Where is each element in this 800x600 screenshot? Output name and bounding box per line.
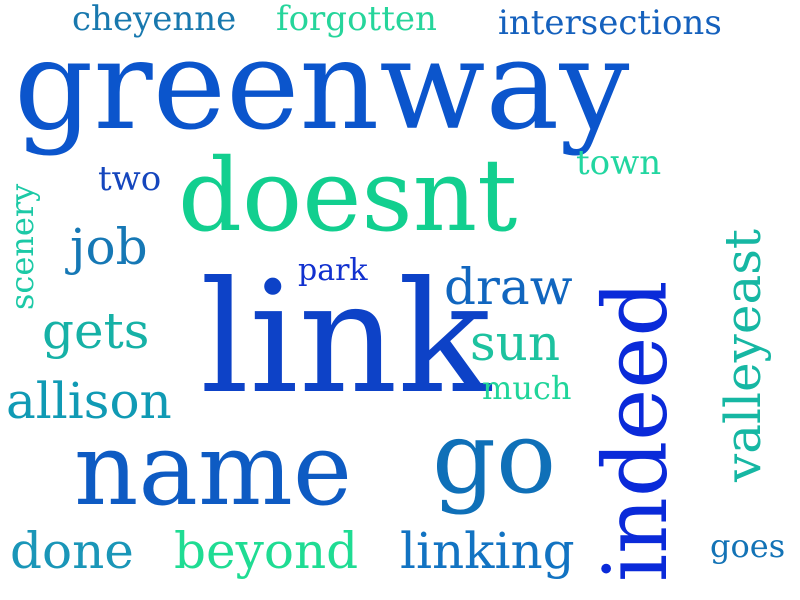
word-scenery: scenery (3, 183, 41, 310)
word-linking: linking (400, 522, 575, 580)
word-gets: gets (42, 302, 150, 360)
word-done: done (10, 522, 134, 580)
word-much: much (482, 369, 572, 407)
word-town: town (576, 143, 662, 183)
word-cheyenne: cheyenne (72, 0, 237, 39)
word-doesnt: doesnt (178, 137, 518, 254)
word-job: job (70, 218, 148, 276)
word-indeed: indeed (584, 280, 687, 582)
word-name: name (74, 411, 353, 528)
word-go: go (432, 399, 557, 516)
word-beyond: beyond (174, 522, 359, 580)
word-link: link (200, 249, 492, 428)
word-park: park (298, 253, 368, 288)
word-intersections: intersections (498, 3, 722, 43)
word-greenway: greenway (14, 14, 630, 158)
word-allison: allison (6, 372, 172, 430)
word-sun: sun (470, 314, 561, 372)
word-two: two (98, 159, 162, 199)
word-valleyeast: valleyeast (714, 228, 772, 482)
word-draw: draw (444, 258, 573, 316)
word-goes: goes (710, 527, 786, 565)
word-forgotten: forgotten (276, 0, 437, 39)
